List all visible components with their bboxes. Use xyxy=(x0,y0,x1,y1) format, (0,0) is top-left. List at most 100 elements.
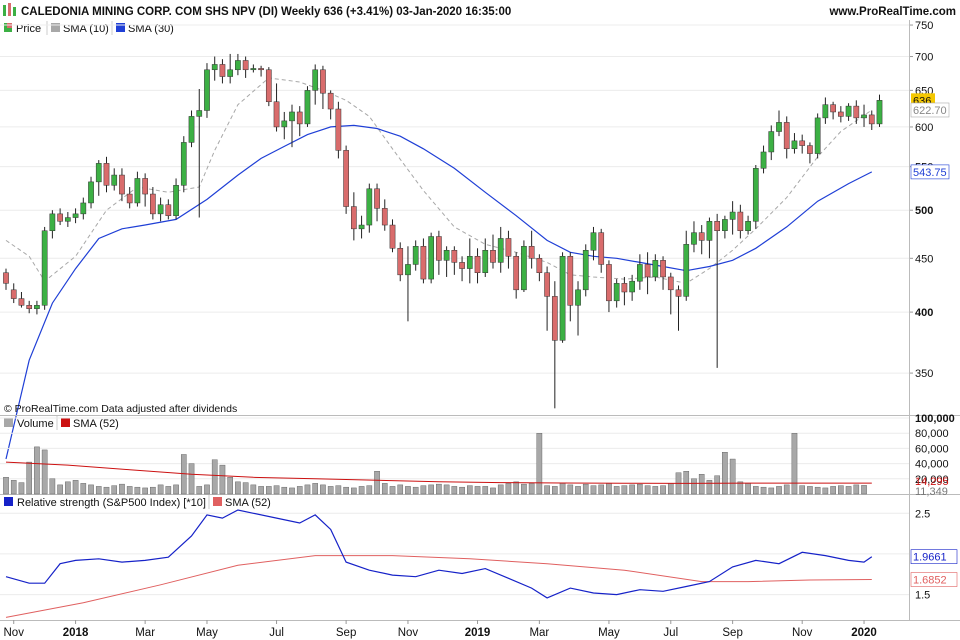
candle xyxy=(126,187,133,209)
candle xyxy=(837,106,844,123)
candle-body xyxy=(629,280,635,293)
sma10-legend-swatch xyxy=(51,23,60,32)
candle xyxy=(304,86,311,127)
candle xyxy=(505,230,512,269)
candle-body xyxy=(119,174,125,195)
candle xyxy=(173,178,179,220)
volume-bar xyxy=(34,446,40,495)
candle-body xyxy=(513,256,520,291)
candle xyxy=(652,254,659,282)
volume-tick-label: 20,000 xyxy=(915,474,949,486)
candle-body xyxy=(64,217,71,222)
volume-bar xyxy=(204,484,210,495)
candle-body xyxy=(528,246,535,259)
candle xyxy=(10,283,17,304)
x-tick-label: Jul xyxy=(269,627,284,639)
volume-bar xyxy=(374,471,380,495)
volume-bars xyxy=(3,433,867,495)
x-tick-label: May xyxy=(196,627,218,639)
candle-body xyxy=(752,168,759,222)
volume-bar xyxy=(10,480,17,495)
candle xyxy=(88,176,94,209)
rs-sma-line xyxy=(5,555,872,618)
candle xyxy=(64,212,71,227)
volume-bar xyxy=(613,486,620,495)
candle xyxy=(714,213,721,368)
x-tick-label: Nov xyxy=(398,627,419,639)
candle-body xyxy=(18,298,25,306)
volume-legend: Volume SMA (52) xyxy=(4,416,119,430)
candle xyxy=(876,94,883,127)
candle-body xyxy=(745,221,751,231)
candle-body xyxy=(868,114,875,125)
candle-body xyxy=(312,69,319,91)
volume-bar xyxy=(799,485,805,495)
volume-bar xyxy=(853,484,860,495)
volume-bar xyxy=(211,459,218,495)
candle xyxy=(211,56,218,81)
volume-bar xyxy=(838,485,844,495)
candle-body xyxy=(876,100,883,125)
volume-bar xyxy=(397,484,404,495)
rs-value-box xyxy=(910,549,958,564)
x-tick-label: Nov xyxy=(792,627,813,639)
candle-body xyxy=(837,111,844,117)
candle xyxy=(590,226,597,261)
candle xyxy=(335,101,342,159)
candle xyxy=(18,291,25,308)
price-tick-label: 700 xyxy=(915,52,933,64)
candle-body xyxy=(660,260,666,278)
volume-bar xyxy=(296,486,303,495)
candle-body xyxy=(250,68,257,71)
candle-body xyxy=(34,305,40,309)
candle xyxy=(567,252,574,322)
volume-tick-label: 80,000 xyxy=(915,428,949,440)
volume-bar xyxy=(544,485,550,495)
candle xyxy=(358,215,365,239)
candle-body xyxy=(474,256,481,273)
candle-body xyxy=(103,163,110,186)
candle xyxy=(320,65,326,110)
rs-sma-value-box xyxy=(910,572,958,587)
x-tick-label: Sep xyxy=(722,627,742,639)
candle xyxy=(559,252,566,343)
candle xyxy=(57,208,63,226)
volume-bar xyxy=(335,485,342,495)
volume-bar xyxy=(729,458,736,495)
volume-bar xyxy=(521,483,527,495)
candle-body xyxy=(227,69,234,77)
price-tick-label: 500 xyxy=(915,205,933,217)
candle xyxy=(312,64,319,105)
price-axis: 350400450500550600650700750 xyxy=(909,20,933,380)
candle xyxy=(281,111,288,140)
candle xyxy=(706,217,713,259)
candle xyxy=(482,238,489,277)
candle-body xyxy=(351,206,357,230)
price-legend: Price SMA (10) SMA (30) xyxy=(4,21,174,35)
candle-body xyxy=(3,272,9,284)
candle-body xyxy=(126,193,133,204)
candle-body xyxy=(10,289,17,299)
candle-body xyxy=(296,111,303,125)
candle-body xyxy=(374,188,380,209)
candle-body xyxy=(768,131,775,153)
candle xyxy=(853,100,860,124)
volume-bar xyxy=(119,483,125,495)
candle xyxy=(265,67,272,107)
candle xyxy=(814,113,821,159)
volume-bar xyxy=(188,463,195,495)
volume-bar xyxy=(629,484,635,495)
candle xyxy=(861,104,867,127)
candle xyxy=(72,208,79,224)
volume-tick-label: 100,000 xyxy=(915,413,955,425)
candle xyxy=(497,226,504,273)
candle-body xyxy=(142,178,148,195)
site-link[interactable]: www.ProRealTime.com xyxy=(828,6,956,18)
volume-bar xyxy=(776,486,782,495)
volume-bar xyxy=(312,483,319,495)
volume-bar xyxy=(598,484,605,495)
candle-body xyxy=(459,262,465,269)
x-tick-label: 2020 xyxy=(851,627,877,639)
candle xyxy=(389,219,396,253)
x-tick-label: 2018 xyxy=(63,627,89,639)
